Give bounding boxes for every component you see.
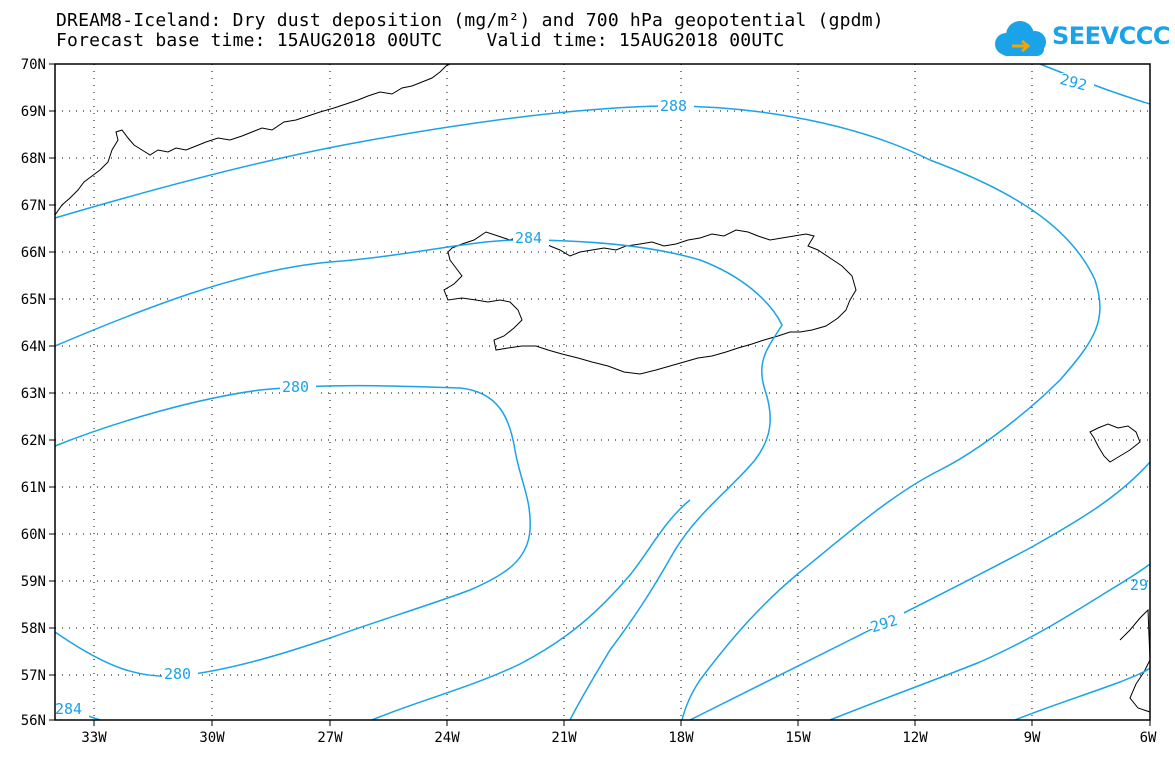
contours [54,63,1151,721]
lon-label: 30W [199,730,225,746]
lat-label: 62N [21,433,46,449]
lat-label: 70N [21,57,46,73]
logo-text: SEEVCCC [1052,22,1171,50]
lat-label: 68N [21,151,46,167]
scotland-coast [1119,608,1151,713]
contour-296 [1014,667,1151,721]
coastlines [54,63,1151,713]
cloud-icon [995,21,1046,56]
contour-label-280-low: 280 [164,665,191,683]
iceland-coast [443,229,857,375]
lat-label: 64N [21,339,46,355]
lon-label: 18W [668,730,694,746]
contour-292-top [1039,63,1151,105]
lat-label: 56N [21,713,46,729]
lat-label: 57N [21,668,46,684]
lat-label: 66N [21,245,46,261]
faroe-coast [1089,423,1141,463]
lat-label: 58N [21,621,46,637]
lon-label: 12W [902,730,928,746]
lon-label: 9W [1024,730,1041,746]
lat-label: 60N [21,527,46,543]
greenland-coast [54,63,451,216]
lon-label: 33W [81,730,107,746]
lat-label: 69N [21,104,46,120]
contour-label-284-corner: 284 [55,700,82,718]
lat-labels: 70N 69N 68N 67N 66N 65N 64N 63N 62N 61N … [21,57,46,729]
lon-labels: 33W 30W 27W 24W 21W 18W 15W 12W 9W 6W [81,730,1157,746]
contour-label-288: 288 [660,97,687,115]
lat-label: 61N [21,480,46,496]
lon-label: 15W [785,730,811,746]
contour-label-284: 284 [515,229,542,247]
map-subtitle: Forecast base time: 15AUG2018 00UTC Vali… [56,30,785,51]
lon-label: 24W [434,730,460,746]
lon-label: 27W [317,730,343,746]
lon-label: 21W [551,730,577,746]
contour-280-low [371,499,691,721]
gridlines [55,64,1150,720]
lat-label: 65N [21,292,46,308]
contour-label-29: 29 [1130,576,1148,594]
lat-label: 59N [21,574,46,590]
tick-marks [49,63,1151,726]
map-frame [54,63,1151,721]
lon-label: 6W [1140,730,1157,746]
contour-label-bg [53,73,1094,717]
contour-280 [54,384,531,678]
contour-288 [54,105,1101,721]
map-title: DREAM8-Iceland: Dry dust deposition (mg/… [56,10,884,31]
contour-292 [829,563,1151,721]
contour-label-280: 280 [282,378,309,396]
contour-292-mid [689,461,1151,721]
contour-284 [54,239,783,721]
lat-label: 63N [21,386,46,402]
lat-label: 67N [21,198,46,214]
